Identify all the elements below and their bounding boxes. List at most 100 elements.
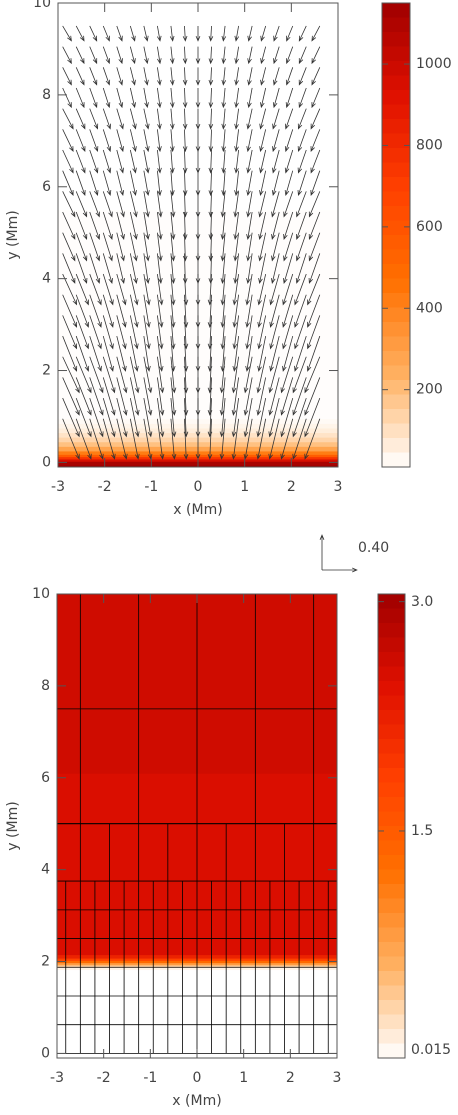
arrow xyxy=(257,273,267,306)
arrow xyxy=(143,336,151,372)
arrow xyxy=(170,356,177,394)
arrow xyxy=(232,294,239,328)
arrow xyxy=(102,108,111,130)
arrow xyxy=(231,418,239,460)
colorbar-band xyxy=(378,594,405,609)
arrow xyxy=(280,418,294,460)
colorbar-band xyxy=(382,423,410,439)
arrow xyxy=(298,67,307,86)
colorbar-band xyxy=(382,133,410,149)
arrow xyxy=(220,211,226,241)
arrow xyxy=(75,418,92,460)
arrow xyxy=(207,418,213,460)
arrow xyxy=(232,273,239,306)
arrow xyxy=(294,273,307,306)
colorbar-band xyxy=(378,913,405,928)
arrow xyxy=(75,273,89,306)
arrow xyxy=(62,108,74,130)
colorbar-band xyxy=(378,753,405,769)
arrow xyxy=(268,356,280,394)
arrow xyxy=(257,335,267,372)
arrow xyxy=(157,46,162,65)
x-tick-label: -3 xyxy=(51,479,65,495)
arrow xyxy=(89,253,101,284)
arrow xyxy=(234,25,240,42)
colorbar-band xyxy=(378,855,405,870)
arrow xyxy=(297,129,307,153)
arrow xyxy=(129,335,139,372)
arrow xyxy=(143,25,149,42)
arrow xyxy=(89,211,100,240)
arrow xyxy=(208,212,214,241)
arrow xyxy=(116,170,125,197)
arrow xyxy=(247,87,253,109)
arrow xyxy=(89,191,100,218)
arrow xyxy=(102,253,113,284)
arrow xyxy=(89,315,102,350)
arrow xyxy=(156,25,162,42)
arrow xyxy=(220,253,226,284)
arrow xyxy=(116,211,125,240)
arrow xyxy=(116,46,123,65)
arrow xyxy=(129,46,136,65)
colorbar-band xyxy=(378,826,405,841)
arrow xyxy=(221,129,226,153)
arrow xyxy=(62,87,72,109)
colorbar-band xyxy=(382,75,410,91)
arrow xyxy=(75,232,88,262)
arrow xyxy=(221,108,227,130)
arrow xyxy=(62,67,72,86)
arrow xyxy=(220,232,226,262)
arrow xyxy=(62,377,80,416)
x-tick-label: 1 xyxy=(239,1070,248,1086)
arrow xyxy=(283,232,294,262)
colorbar-band xyxy=(382,293,410,308)
colorbar-tick-label: 1.5 xyxy=(411,823,433,839)
arrow xyxy=(62,170,74,196)
colorbar-band xyxy=(382,322,410,337)
arrow xyxy=(282,294,294,328)
arrow xyxy=(208,87,214,109)
arrow xyxy=(157,294,164,328)
arrow xyxy=(170,274,176,306)
arrow xyxy=(247,46,253,65)
arrow xyxy=(170,398,177,438)
arrow xyxy=(89,170,99,197)
arrow xyxy=(143,377,153,416)
arrow xyxy=(75,67,85,86)
arrow xyxy=(292,418,307,460)
arrow xyxy=(246,253,253,284)
arrow xyxy=(208,232,214,262)
arrow xyxy=(280,356,294,394)
arrow xyxy=(129,108,137,130)
reference-arrow xyxy=(322,567,358,573)
arrow xyxy=(62,418,80,460)
x-tick-label: 2 xyxy=(286,1070,295,1086)
arrow xyxy=(170,129,175,153)
arrow xyxy=(233,232,239,262)
colorbar-band xyxy=(378,884,405,899)
arrow xyxy=(297,149,307,174)
colorbar-band xyxy=(378,971,405,986)
arrow xyxy=(102,149,112,174)
arrow xyxy=(221,87,227,109)
arrow xyxy=(170,149,175,174)
arrow xyxy=(208,67,214,86)
arrow xyxy=(246,108,253,130)
arrow xyxy=(157,377,165,416)
x-axis-label: x (Mm) xyxy=(173,502,222,518)
colorbar-tick-label: 200 xyxy=(416,382,443,398)
arrow xyxy=(195,108,201,130)
arrow xyxy=(296,211,307,240)
arrow xyxy=(308,211,321,240)
arrow xyxy=(89,232,101,262)
arrow xyxy=(116,273,127,306)
arrow xyxy=(257,294,267,328)
arrow xyxy=(284,170,294,197)
arrow xyxy=(304,377,321,416)
arrow xyxy=(170,232,176,262)
arrow xyxy=(307,294,321,328)
arrow xyxy=(143,398,153,438)
y-tick-label: 6 xyxy=(42,179,51,195)
arrow xyxy=(116,25,123,42)
